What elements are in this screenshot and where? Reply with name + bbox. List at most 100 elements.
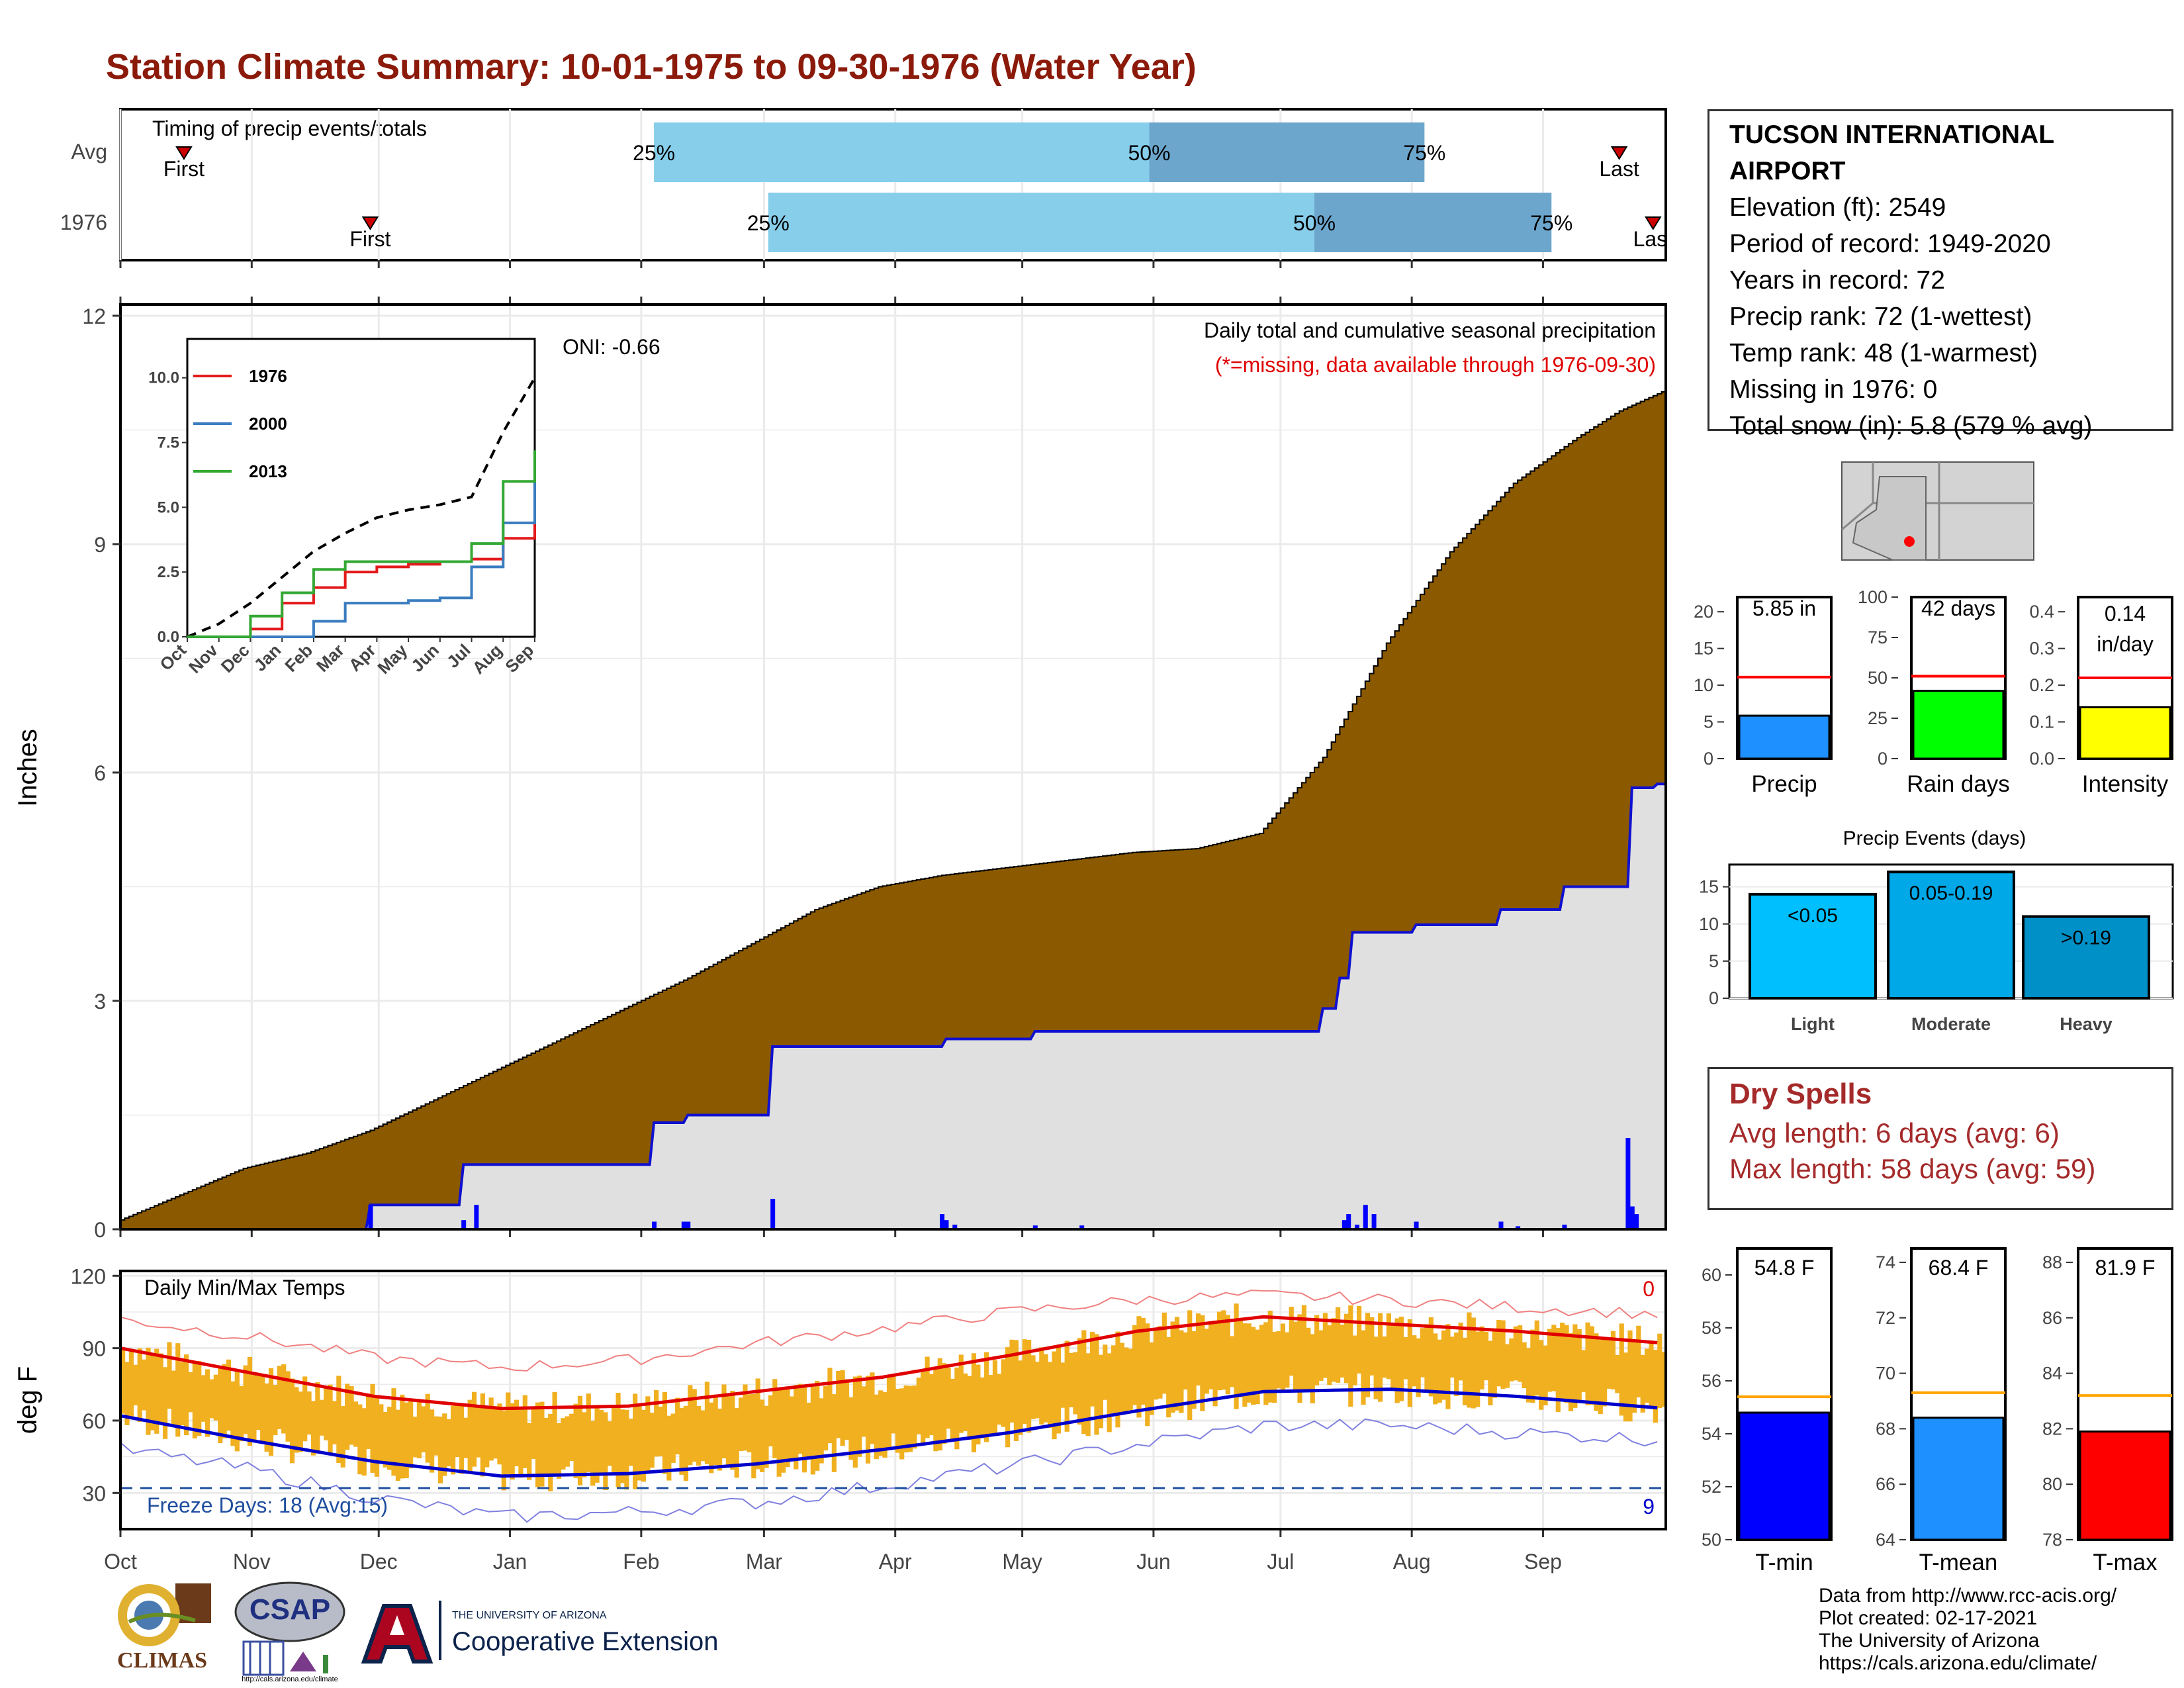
daily-temp-bar [1230, 1336, 1235, 1387]
daily-temp-bar [1132, 1325, 1138, 1405]
daily-temp-bar [764, 1405, 769, 1468]
daily-temp-bar [1318, 1330, 1324, 1381]
daily-temp-bar [1022, 1339, 1027, 1425]
daily-temp-bar [963, 1373, 968, 1431]
ua-small-text: THE UNIVERSITY OF ARIZONA [452, 1610, 607, 1621]
avg-cumulative-area [120, 391, 1666, 1230]
events-ytick-label: 5 [1709, 951, 1719, 971]
daily-temp-bar [916, 1378, 921, 1434]
precip-ytick-label: 3 [94, 990, 106, 1013]
precip-annotation-missing: (*=missing, data available through 1976-… [1215, 353, 1656, 377]
precip-gauge-tick-label: 100 [1858, 587, 1888, 607]
daily-temp-bar [1153, 1329, 1159, 1400]
footer-line-created: Plot created: 02-17-2021 [1819, 1607, 2038, 1629]
daily-precip-bar [1498, 1221, 1504, 1229]
daily-temp-bar [518, 1408, 523, 1478]
daily-temp-bar [1518, 1325, 1523, 1382]
daily-temp-bar [1234, 1303, 1239, 1409]
daily-temp-bar [1589, 1326, 1595, 1405]
daily-temp-bar [929, 1374, 934, 1436]
station-snow: Total snow (in): 5.8 (579 % avg) [1729, 412, 2093, 440]
daily-precip-bar [1346, 1214, 1351, 1229]
temp-ytick-label: 60 [82, 1409, 106, 1433]
daily-temp-bar [1327, 1325, 1332, 1385]
daily-temp-bar [387, 1407, 392, 1470]
daily-temp-bar [815, 1380, 820, 1471]
daily-temp-bar [1200, 1315, 1205, 1411]
daily-temp-bar [700, 1410, 705, 1462]
daily-temp-bar [633, 1393, 638, 1489]
daily-temp-bar [1530, 1329, 1535, 1403]
precip-gauge-tick-label: 0.0 [2029, 749, 2054, 769]
inset-frame [186, 338, 536, 638]
daily-temp-bar [1437, 1339, 1442, 1403]
daily-temp-bar [1119, 1342, 1124, 1415]
daily-temp-bar [1365, 1313, 1370, 1397]
daily-temp-bar [654, 1389, 659, 1457]
record-min-line [120, 1418, 1658, 1523]
daily-temp-bar [1640, 1354, 1645, 1413]
daily-precip-bar [368, 1205, 373, 1229]
daily-temp-bar [247, 1356, 253, 1446]
daily-temp-bar [1661, 1352, 1666, 1407]
daily-precip-bar [1079, 1225, 1085, 1229]
daily-temp-bar [810, 1386, 815, 1475]
daily-temp-bar [1412, 1335, 1417, 1387]
daily-temp-bar [1212, 1320, 1218, 1407]
daily-precip-bar [1414, 1221, 1419, 1229]
daily-precip-bar [940, 1214, 945, 1229]
timing-row-label-year: 1976 [60, 211, 107, 234]
daily-temp-bar [1255, 1329, 1260, 1405]
daily-temp-bar [598, 1409, 604, 1474]
daily-temp-bar [903, 1385, 909, 1453]
daily-temp-bar [1382, 1336, 1387, 1378]
inset-ytick-label: 0.0 [158, 628, 179, 646]
daily-temp-bar [1030, 1355, 1036, 1419]
events-ytick-label: 15 [1699, 877, 1719, 897]
daily-temp-bar [1598, 1339, 1603, 1415]
daily-temp-bar [374, 1396, 380, 1477]
daily-temp-bar [619, 1409, 625, 1483]
daily-temp-bar [543, 1417, 549, 1475]
daily-temp-bar [1195, 1313, 1201, 1386]
daily-temp-bar [1471, 1317, 1476, 1409]
daily-temp-bar [848, 1397, 854, 1460]
precip-ytick-label: 0 [94, 1218, 106, 1242]
daily-temp-bar [1420, 1328, 1426, 1378]
events-bar-label: <0.05 [1788, 905, 1838, 927]
daily-temp-bar [1013, 1340, 1019, 1441]
daily-temp-bar [1005, 1347, 1011, 1448]
daily-temp-bar [692, 1389, 697, 1462]
daily-temp-bar [1306, 1327, 1311, 1391]
daily-temp-bar [404, 1402, 409, 1478]
month-label: Jan [493, 1550, 527, 1573]
daily-temp-bar [1098, 1354, 1103, 1429]
temp-gauge-value: 81.9 F [2095, 1256, 2156, 1280]
daily-temp-bar [768, 1395, 773, 1447]
daily-temp-bar [882, 1391, 887, 1458]
inset-series-line [187, 450, 536, 638]
temp-gauge-tick-label: 52 [1702, 1477, 1721, 1497]
daily-temp-bar [1479, 1326, 1484, 1390]
daily-temp-bar [734, 1407, 739, 1478]
daily-temp-bar [1242, 1323, 1248, 1407]
events-category-label: Heavy [2060, 1014, 2113, 1034]
events-bar-label: >0.19 [2061, 927, 2111, 949]
daily-temp-bar [430, 1409, 435, 1473]
daily-temp-bar [1107, 1353, 1112, 1432]
daily-temp-bar [1619, 1323, 1624, 1416]
daily-temp-bar [946, 1367, 951, 1429]
timing-bar-upper [1149, 122, 1425, 182]
daily-temp-bar [480, 1393, 485, 1477]
daily-temp-bar [1377, 1313, 1383, 1402]
timing-bar-lower [768, 193, 1315, 252]
daily-temp-bar [357, 1404, 363, 1475]
daily-precip-bar [1625, 1138, 1631, 1229]
daily-temp-bar [1615, 1354, 1620, 1393]
daily-temp-bar [1140, 1317, 1146, 1405]
daily-temp-bar [713, 1394, 718, 1466]
inset-series-line [187, 512, 536, 638]
precip-gauge-tick-label: 25 [1868, 708, 1888, 728]
